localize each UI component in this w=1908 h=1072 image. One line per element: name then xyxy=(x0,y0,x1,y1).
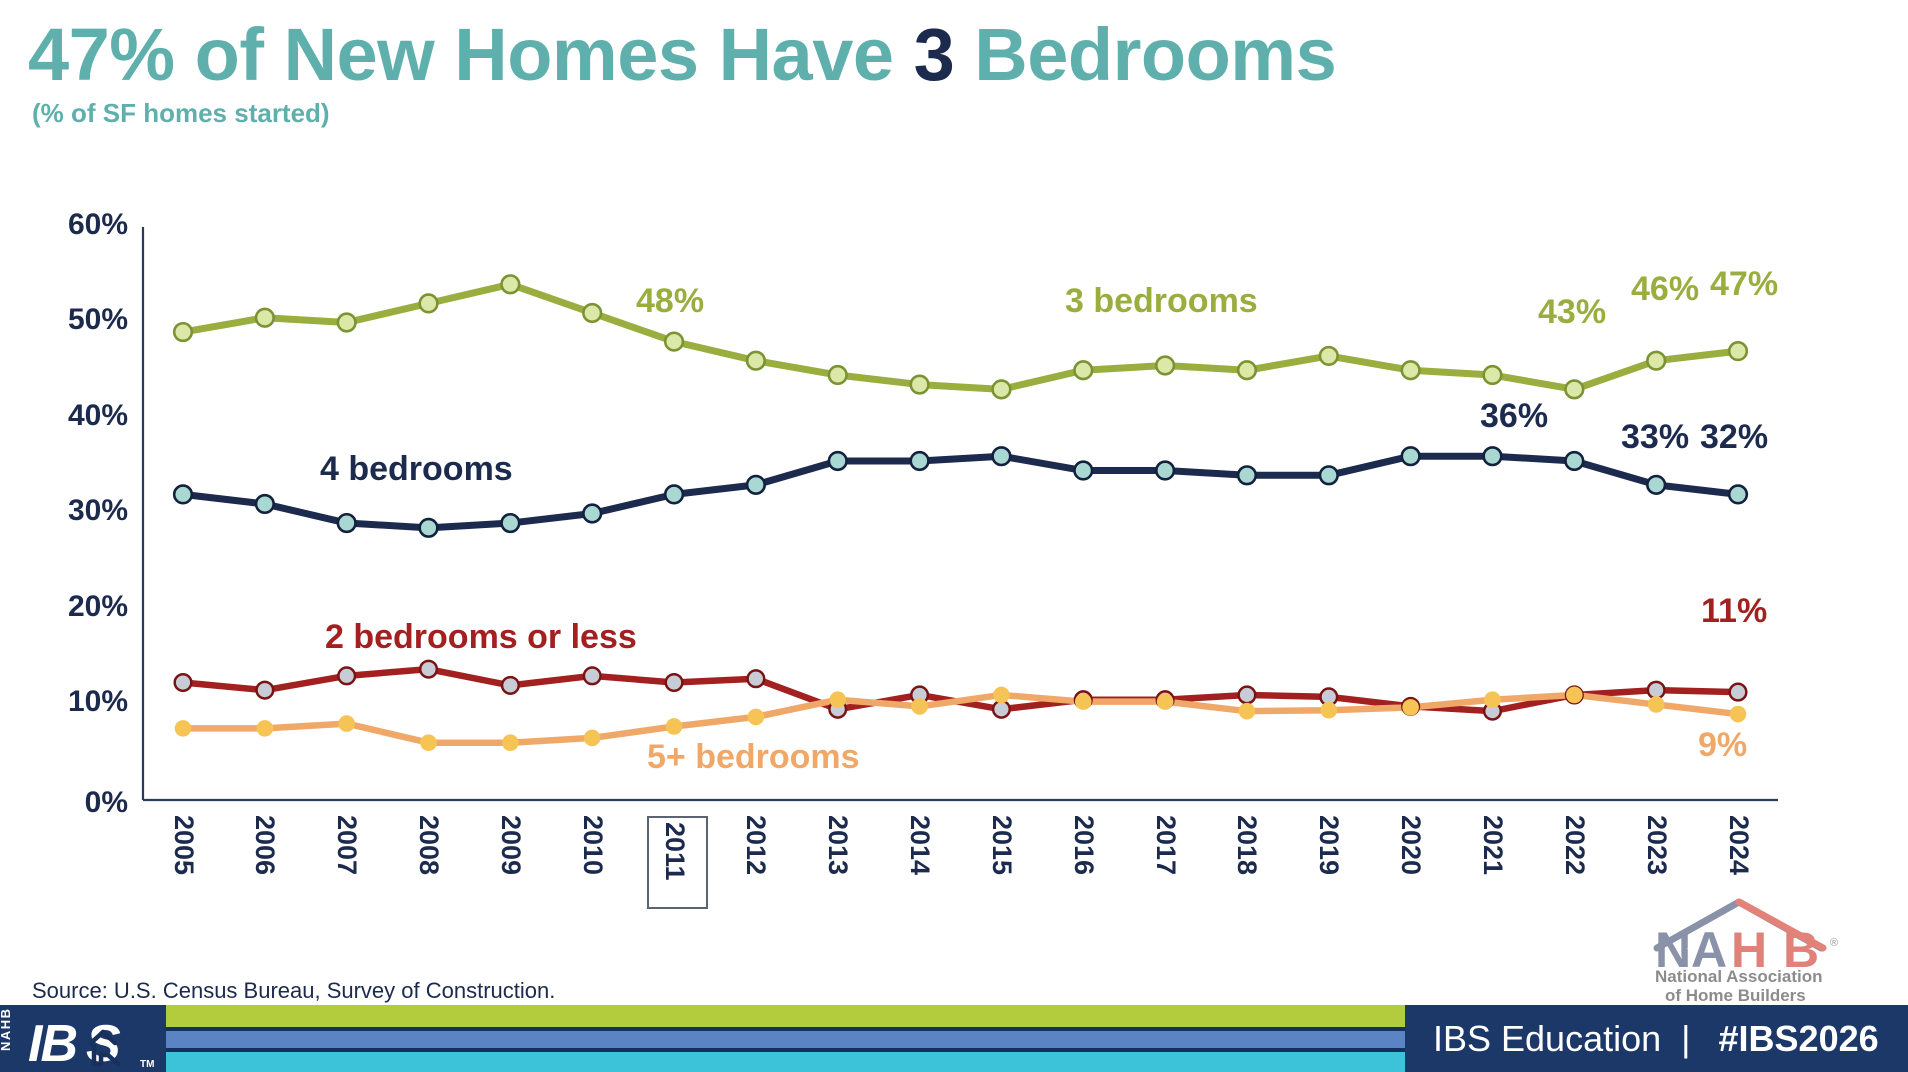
svg-text:★: ★ xyxy=(1686,942,1698,957)
svg-text:NAHB: NAHB xyxy=(0,1007,13,1051)
svg-text:National Association: National Association xyxy=(1655,967,1823,986)
svg-text:TM: TM xyxy=(140,1059,154,1070)
svg-text:®: ® xyxy=(1830,937,1838,949)
svg-text:IB: IB xyxy=(28,1015,76,1072)
svg-text:of Home Builders: of Home Builders xyxy=(1665,986,1806,1005)
